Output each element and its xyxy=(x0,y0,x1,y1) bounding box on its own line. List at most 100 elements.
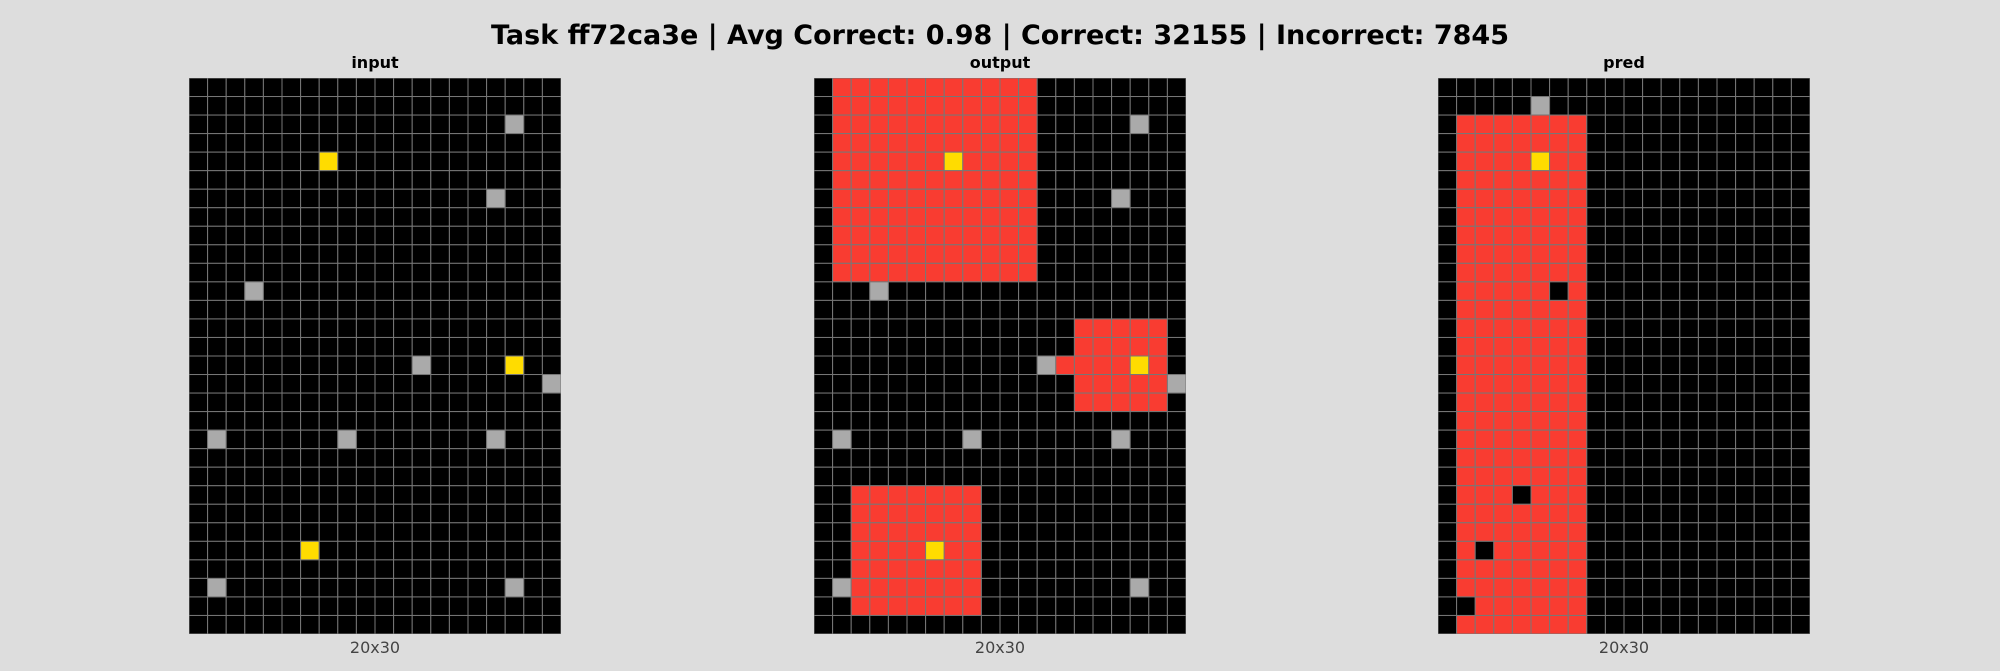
grid-cell-red xyxy=(1474,188,1495,209)
grid-cell-red xyxy=(1148,355,1168,376)
grid-cell-black xyxy=(374,596,395,616)
grid-cell-red xyxy=(850,244,871,264)
grid-cell-black xyxy=(355,559,376,579)
grid-cell-black xyxy=(1604,503,1625,524)
grid-cell-black xyxy=(374,559,395,579)
grid-cell-black xyxy=(262,318,283,338)
grid-cell-red xyxy=(1073,318,1094,338)
grid-cell-black xyxy=(318,207,339,227)
grid-cell-black xyxy=(337,559,357,579)
grid-cell-black xyxy=(1055,411,1075,431)
grid-cell-black xyxy=(1772,522,1792,542)
grid-cell-red xyxy=(887,522,908,542)
grid-cell-red xyxy=(1511,466,1532,487)
grid-cell-black xyxy=(430,429,450,450)
grid-cell-black xyxy=(523,577,543,598)
grid-cell-red xyxy=(1567,374,1588,394)
grid-cell-black xyxy=(1735,540,1755,561)
grid-cell-black xyxy=(1166,78,1186,98)
grid-cell-black xyxy=(832,448,852,468)
grid-cell-gray xyxy=(207,429,227,450)
grid-cell-black xyxy=(504,448,525,468)
grid-cell-black xyxy=(980,522,1001,542)
grid-cell-black xyxy=(523,262,543,283)
grid-cell-black xyxy=(300,170,320,190)
output-grid xyxy=(814,78,1186,634)
grid-cell-black xyxy=(1036,503,1057,524)
grid-cell-black xyxy=(1660,207,1681,227)
grid-cell-black xyxy=(300,299,320,320)
grid-cell-black xyxy=(1735,281,1755,301)
grid-cell-red xyxy=(1456,559,1476,579)
grid-cell-black xyxy=(374,299,395,320)
grid-cell-black xyxy=(1604,411,1625,431)
grid-cell-red xyxy=(1456,374,1476,394)
grid-cell-black xyxy=(207,466,227,487)
grid-cell-black xyxy=(318,170,339,190)
grid-cell-red xyxy=(1567,318,1588,338)
grid-cell-black xyxy=(1623,503,1644,524)
grid-cell-black xyxy=(300,244,320,264)
grid-cell-black xyxy=(925,374,945,394)
grid-cell-red xyxy=(1073,355,1094,376)
grid-cell-red xyxy=(1456,262,1476,283)
grid-cell-red xyxy=(999,133,1020,153)
grid-cell-black xyxy=(355,151,376,172)
grid-cell-black xyxy=(869,355,889,376)
grid-cell-black xyxy=(1735,299,1755,320)
grid-cell-black xyxy=(850,448,871,468)
grid-cell-black xyxy=(1679,374,1699,394)
grid-cell-black xyxy=(337,355,357,376)
grid-cell-black xyxy=(318,114,339,135)
input-grid xyxy=(189,78,561,634)
grid-cell-black xyxy=(523,170,543,190)
grid-cell-red xyxy=(980,244,1001,264)
grid-cell-black xyxy=(504,281,525,301)
grid-cell-black xyxy=(925,281,945,301)
grid-cell-black xyxy=(337,466,357,487)
grid-cell-black xyxy=(980,466,1001,487)
grid-cell-black xyxy=(393,522,413,542)
grid-cell-black xyxy=(1586,392,1606,413)
grid-cell-black xyxy=(1111,225,1131,246)
grid-cell-red xyxy=(943,114,964,135)
grid-cell-red xyxy=(887,540,908,561)
grid-cell-black xyxy=(504,336,525,357)
grid-cell-black xyxy=(1111,170,1131,190)
grid-cell-black xyxy=(374,262,395,283)
grid-cell-black xyxy=(1716,114,1737,135)
grid-cell-black xyxy=(1604,429,1625,450)
grid-cell-black xyxy=(189,559,209,579)
grid-cell-black xyxy=(1679,596,1699,616)
grid-cell-black xyxy=(1073,299,1094,320)
grid-cell-red xyxy=(1549,559,1569,579)
grid-cell-black xyxy=(943,392,964,413)
grid-cell-black xyxy=(814,188,834,209)
grid-cell-red xyxy=(1530,448,1551,468)
grid-cell-red xyxy=(962,577,982,598)
grid-cell-black xyxy=(244,411,264,431)
grid-cell-black xyxy=(814,614,834,634)
grid-cell-red xyxy=(850,114,871,135)
grid-cell-black xyxy=(1018,466,1038,487)
grid-cell-black xyxy=(1679,336,1699,357)
grid-cell-black xyxy=(225,411,246,431)
grid-cell-black xyxy=(943,281,964,301)
grid-cell-black xyxy=(1772,374,1792,394)
grid-cell-black xyxy=(207,503,227,524)
grid-cell-black xyxy=(541,262,561,283)
grid-cell-black xyxy=(1036,466,1057,487)
grid-cell-black xyxy=(262,429,283,450)
grid-cell-red xyxy=(1493,299,1513,320)
grid-cell-black xyxy=(1790,96,1810,116)
grid-cell-black xyxy=(980,559,1001,579)
grid-cell-black xyxy=(1511,96,1532,116)
grid-cell-black xyxy=(374,207,395,227)
grid-cell-red xyxy=(1567,114,1588,135)
grid-cell-black xyxy=(1018,522,1038,542)
grid-cell-black xyxy=(541,170,561,190)
grid-cell-black xyxy=(832,299,852,320)
grid-cell-black xyxy=(1642,133,1662,153)
grid-cell-black xyxy=(1716,188,1737,209)
grid-cell-red xyxy=(925,96,945,116)
